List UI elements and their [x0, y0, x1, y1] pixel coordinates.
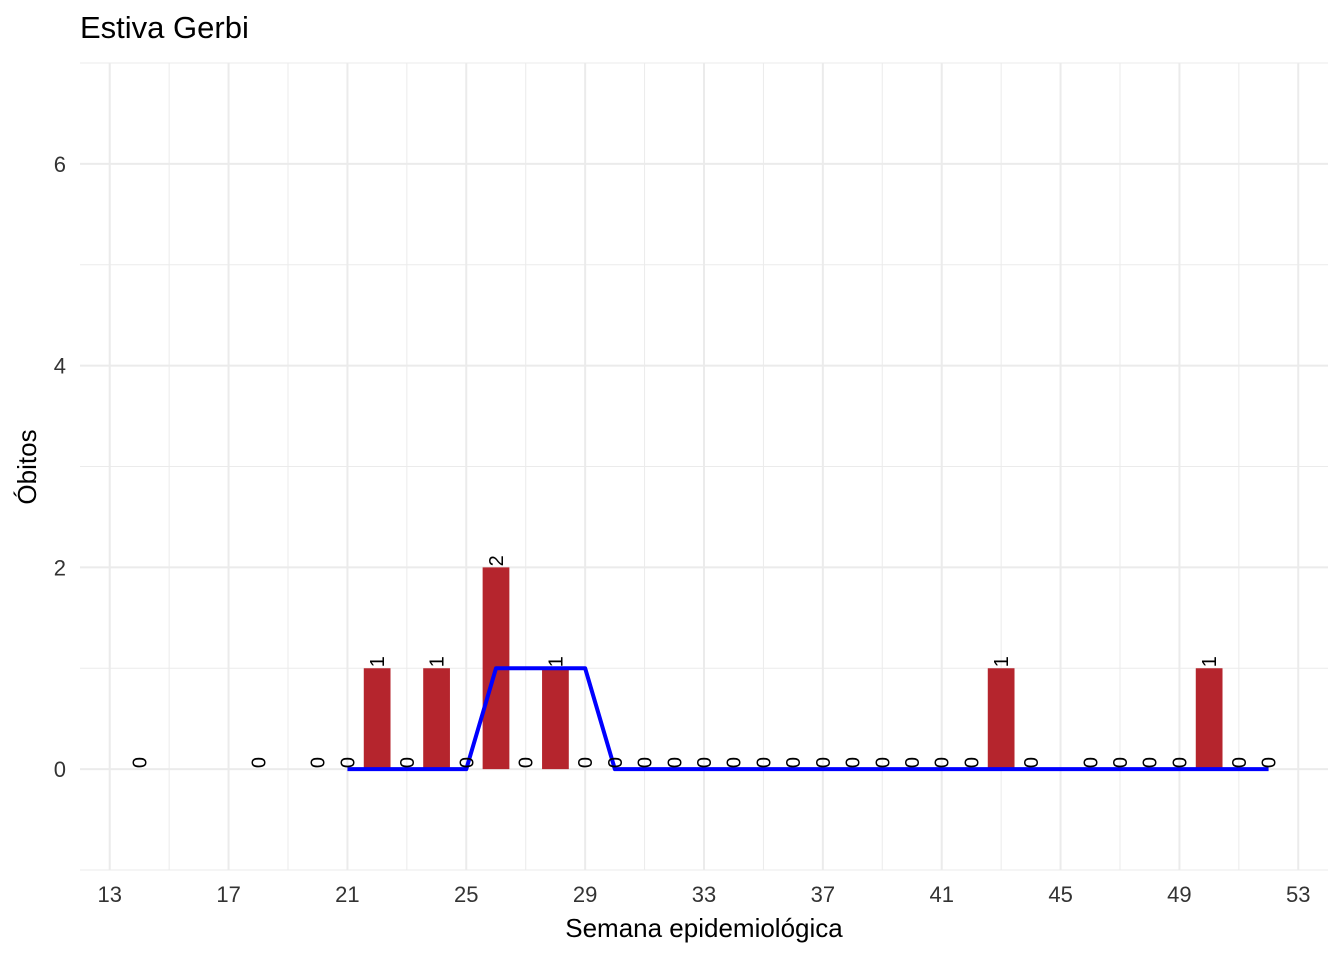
x-tick-label: 37 [811, 882, 835, 907]
data-label: 0 [1259, 757, 1281, 768]
x-tick-label: 33 [692, 882, 716, 907]
bar [987, 668, 1015, 770]
data-label: 0 [1080, 757, 1102, 768]
y-tick-label: 2 [54, 555, 66, 580]
data-label: 0 [575, 757, 597, 768]
data-label: 0 [308, 757, 330, 768]
data-label: 0 [753, 757, 775, 768]
data-label: 0 [337, 757, 359, 768]
x-tick-label: 13 [97, 882, 121, 907]
bar [542, 668, 569, 770]
data-label: 0 [932, 757, 954, 768]
data-label: 0 [1229, 757, 1251, 768]
x-tick-label: 21 [335, 882, 359, 907]
data-label: 0 [843, 757, 865, 768]
y-axis-title: Óbitos [12, 429, 42, 504]
data-label: 0 [516, 757, 538, 768]
data-label: 0 [248, 757, 270, 768]
x-tick-label: 17 [216, 882, 240, 907]
data-label: 1 [545, 656, 567, 667]
grid [80, 62, 1328, 871]
bar [363, 668, 391, 770]
x-tick-label: 45 [1048, 882, 1072, 907]
y-tick-label: 4 [54, 354, 66, 379]
bar [1195, 668, 1223, 770]
data-label: 1 [1199, 656, 1221, 667]
data-label: 0 [129, 757, 151, 768]
x-tick-label: 25 [454, 882, 478, 907]
x-tick-label: 41 [929, 882, 953, 907]
data-label: 0 [456, 757, 478, 768]
x-axis-title: Semana epidemiológica [565, 913, 843, 943]
series-line [347, 666, 1269, 772]
data-label: 1 [427, 656, 449, 667]
data-label: 0 [813, 757, 835, 768]
data-label: 0 [664, 757, 686, 768]
data-label: 2 [486, 555, 508, 566]
data-label: 0 [783, 757, 805, 768]
axes: Semana epidemiológica Óbitos 13 17 21 25 29 3… [12, 152, 1311, 943]
data-label: 0 [902, 757, 924, 768]
data-label: 0 [1169, 757, 1191, 768]
x-tick-label: 53 [1286, 882, 1310, 907]
data-label: 0 [1110, 757, 1132, 768]
data-label: 1 [367, 656, 389, 667]
data-label: 0 [605, 757, 627, 768]
y-tick-label: 6 [54, 152, 66, 177]
data-label: 0 [724, 757, 746, 768]
data-label: 0 [635, 757, 657, 768]
y-tick-label: 0 [54, 757, 66, 782]
data-label: 0 [1021, 757, 1043, 768]
x-tick-label: 29 [573, 882, 597, 907]
bars [363, 567, 1223, 770]
data-label: 0 [872, 757, 894, 768]
data-label: 0 [1140, 757, 1162, 768]
trend-line [347, 666, 1269, 772]
chart-title: Estiva Gerbi [80, 10, 249, 45]
data-label: 0 [397, 757, 419, 768]
bar [423, 668, 450, 770]
data-label: 0 [961, 757, 983, 768]
x-tick-label: 49 [1167, 882, 1191, 907]
data-label: 0 [694, 757, 716, 768]
data-label: 1 [991, 656, 1013, 667]
